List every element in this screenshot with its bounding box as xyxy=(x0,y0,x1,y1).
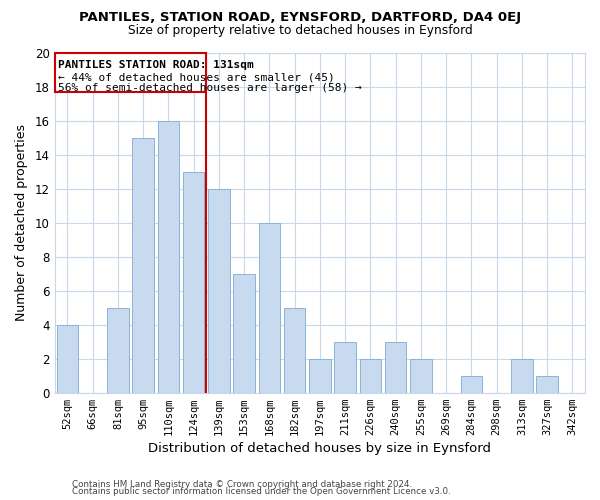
Bar xyxy=(208,188,230,392)
Text: ← 44% of detached houses are smaller (45): ← 44% of detached houses are smaller (45… xyxy=(58,72,335,82)
Bar xyxy=(511,358,533,392)
Bar xyxy=(410,358,431,392)
Bar xyxy=(359,358,381,392)
X-axis label: Distribution of detached houses by size in Eynsford: Distribution of detached houses by size … xyxy=(148,442,491,455)
Bar xyxy=(183,172,205,392)
Text: PANTILES, STATION ROAD, EYNSFORD, DARTFORD, DA4 0EJ: PANTILES, STATION ROAD, EYNSFORD, DARTFO… xyxy=(79,11,521,24)
Bar xyxy=(309,358,331,392)
Text: PANTILES STATION ROAD: 131sqm: PANTILES STATION ROAD: 131sqm xyxy=(58,60,254,70)
Bar xyxy=(536,376,558,392)
Text: Contains HM Land Registry data © Crown copyright and database right 2024.: Contains HM Land Registry data © Crown c… xyxy=(72,480,412,489)
Bar xyxy=(107,308,128,392)
Bar xyxy=(133,138,154,392)
Bar xyxy=(233,274,255,392)
Bar xyxy=(284,308,305,392)
Text: 56% of semi-detached houses are larger (58) →: 56% of semi-detached houses are larger (… xyxy=(58,83,362,93)
Text: Size of property relative to detached houses in Eynsford: Size of property relative to detached ho… xyxy=(128,24,472,37)
Y-axis label: Number of detached properties: Number of detached properties xyxy=(15,124,28,321)
Text: Contains public sector information licensed under the Open Government Licence v3: Contains public sector information licen… xyxy=(72,487,451,496)
Bar xyxy=(56,324,78,392)
Bar xyxy=(461,376,482,392)
FancyBboxPatch shape xyxy=(55,52,206,92)
Bar xyxy=(158,120,179,392)
Bar xyxy=(385,342,406,392)
Bar xyxy=(259,222,280,392)
Bar xyxy=(334,342,356,392)
